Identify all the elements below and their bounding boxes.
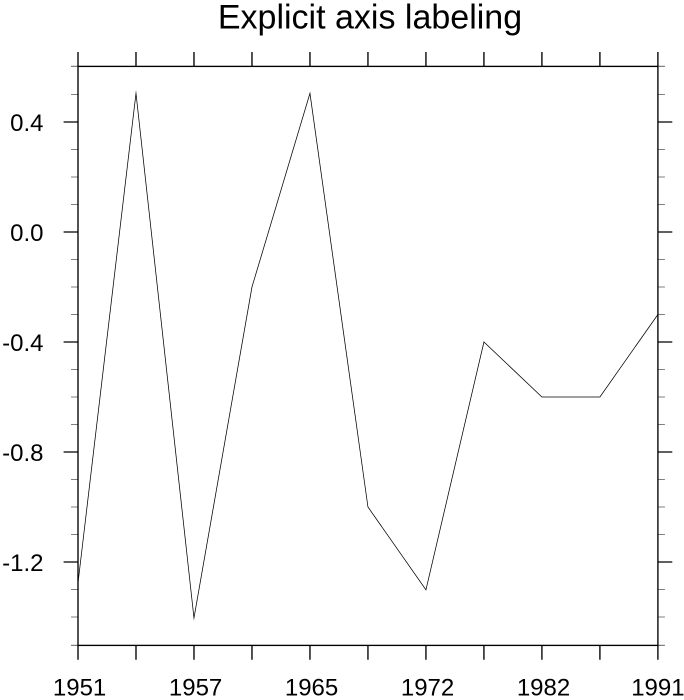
svg-text:1972: 1972 bbox=[401, 675, 454, 700]
svg-text:1951: 1951 bbox=[53, 675, 106, 700]
svg-text:-0.4: -0.4 bbox=[2, 330, 43, 357]
svg-text:1991: 1991 bbox=[631, 675, 684, 700]
svg-text:0.0: 0.0 bbox=[10, 220, 43, 247]
svg-text:1982: 1982 bbox=[517, 675, 570, 700]
svg-text:1965: 1965 bbox=[285, 675, 338, 700]
svg-text:1957: 1957 bbox=[169, 675, 222, 700]
svg-text:-0.8: -0.8 bbox=[2, 440, 43, 467]
svg-text:0.4: 0.4 bbox=[10, 110, 43, 137]
svg-text:Explicit axis labeling: Explicit axis labeling bbox=[218, 0, 522, 37]
svg-text:-1.2: -1.2 bbox=[2, 550, 43, 577]
